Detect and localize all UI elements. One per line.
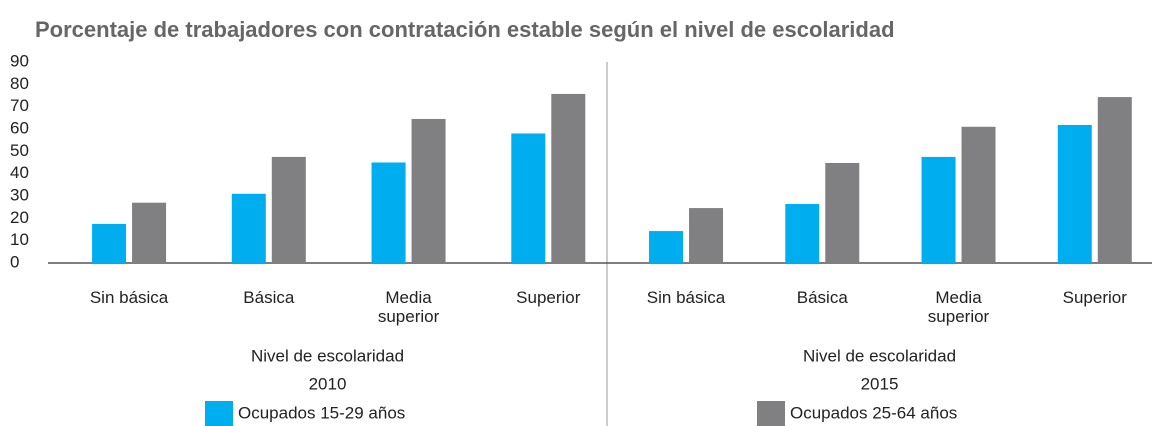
x-tick-label: Superior <box>516 288 581 307</box>
y-tick-label: 30 <box>10 185 29 204</box>
panel-label: 2010 <box>309 374 347 393</box>
bar <box>1097 97 1132 264</box>
chart-title: Porcentaje de trabajadores con contratac… <box>35 17 895 42</box>
x-tick-label: Sin básica <box>646 288 726 307</box>
y-tick-label: 80 <box>10 74 29 93</box>
x-axis-label: Nivel de escolaridad <box>803 346 956 365</box>
x-tick-label: Media superior <box>927 288 990 326</box>
bar <box>231 193 266 263</box>
y-tick-label: 60 <box>10 118 29 137</box>
y-tick-label: 0 <box>10 252 19 271</box>
bar <box>411 118 446 263</box>
x-tick-label: Sin básica <box>89 288 169 307</box>
y-tick-label: 90 <box>10 51 29 70</box>
bar <box>1057 124 1092 263</box>
bar <box>689 208 724 263</box>
legend-swatch <box>205 401 233 426</box>
x-tick-label: Superior <box>1062 288 1127 307</box>
y-tick-label: 10 <box>10 230 29 249</box>
bar <box>551 93 586 263</box>
bar <box>649 231 684 263</box>
legend-label: Ocupados 25-64 años <box>790 403 957 422</box>
bar <box>921 156 956 263</box>
bar <box>132 202 167 263</box>
panel-label: 2015 <box>861 374 899 393</box>
y-tick-label: 20 <box>10 208 29 227</box>
bar <box>961 126 996 264</box>
x-tick-label: Básica <box>243 288 295 307</box>
bar <box>785 204 820 263</box>
bar <box>825 162 860 263</box>
x-tick-label: Media superior <box>377 288 440 326</box>
bar <box>371 162 406 263</box>
bar <box>511 133 546 263</box>
bar <box>271 156 306 263</box>
y-tick-label: 50 <box>10 141 29 160</box>
legend-label: Ocupados 15-29 años <box>238 403 405 422</box>
y-tick-label: 40 <box>10 163 29 182</box>
y-tick-label: 70 <box>10 96 29 115</box>
bar <box>92 223 127 263</box>
x-tick-label: Básica <box>796 288 848 307</box>
legend-swatch <box>757 401 785 426</box>
x-axis-label: Nivel de escolaridad <box>251 346 404 365</box>
